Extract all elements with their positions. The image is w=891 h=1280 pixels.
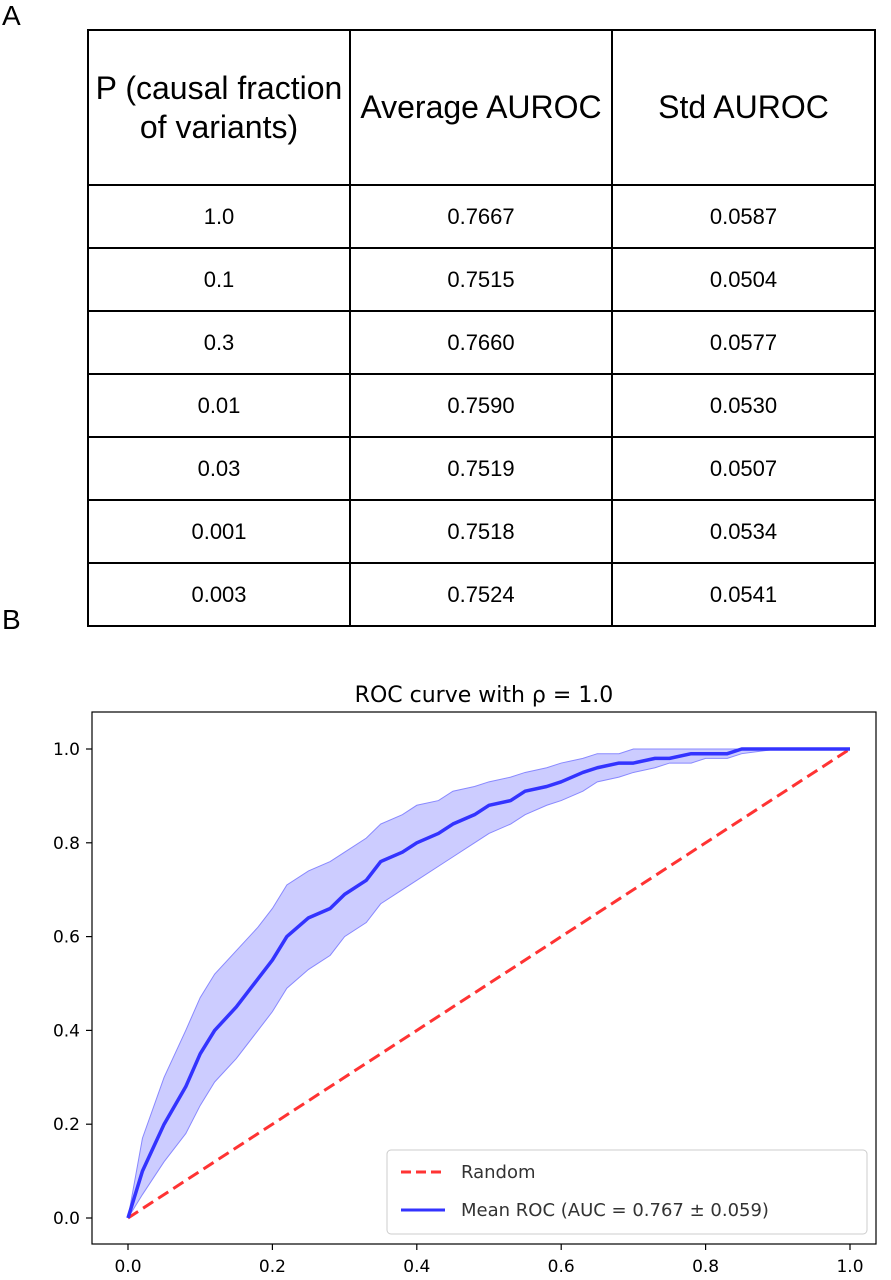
cell-std: 0.0507 <box>611 436 876 501</box>
x-tick-label: 0.6 <box>548 1257 575 1277</box>
header-p-fraction: P (causal fraction of variants) <box>87 29 351 186</box>
cell-average: 0.7590 <box>349 373 613 438</box>
y-tick-label: 0.6 <box>53 928 80 948</box>
cell-std: 0.0530 <box>611 373 876 438</box>
axes-frame <box>91 711 877 1245</box>
header-std-auroc: Std AUROC <box>611 29 876 186</box>
cell-p: 0.3 <box>87 310 351 375</box>
x-tick-label: 1.0 <box>836 1257 863 1277</box>
cell-p: 0.003 <box>87 562 351 627</box>
y-tick-label: 0.4 <box>53 1021 80 1041</box>
plot-area: 0.0 0.2 0.4 0.6 0.8 1.0 0.0 0.2 0.4 0.6 0.8 1.0 Rand… <box>53 711 877 1277</box>
cell-std: 0.0504 <box>611 247 876 312</box>
cell-p: 1.0 <box>87 184 351 249</box>
cell-p: 0.03 <box>87 436 351 501</box>
table-row: 1.0 0.7667 0.0587 <box>87 184 876 249</box>
table-row: 0.01 0.7590 0.0530 <box>87 373 876 438</box>
cell-std: 0.0587 <box>611 184 876 249</box>
cell-average: 0.7515 <box>349 247 613 312</box>
table-row: 0.003 0.7524 0.0541 <box>87 562 876 627</box>
y-tick-label: 0.0 <box>53 1209 80 1229</box>
header-average-auroc: Average AUROC <box>349 29 613 186</box>
legend-label: Random <box>461 1162 536 1183</box>
x-tick-label: 0.2 <box>259 1257 286 1277</box>
table-row: 0.1 0.7515 0.0504 <box>87 247 876 312</box>
cell-p: 0.01 <box>87 373 351 438</box>
cell-average: 0.7524 <box>349 562 613 627</box>
cell-std: 0.0541 <box>611 562 876 627</box>
x-tick-label: 0.4 <box>403 1257 430 1277</box>
table-row: 0.3 0.7660 0.0577 <box>87 310 876 375</box>
x-tick-label: 0.8 <box>692 1257 719 1277</box>
y-tick-label: 0.2 <box>53 1115 80 1135</box>
x-tick-label: 0.0 <box>114 1257 141 1277</box>
cell-std: 0.0534 <box>611 499 876 564</box>
table-header-row: P (causal fraction of variants) Average … <box>87 29 876 186</box>
cell-average: 0.7667 <box>349 184 613 249</box>
table-row: 0.03 0.7519 0.0507 <box>87 436 876 501</box>
legend-box <box>386 1149 868 1235</box>
panel-label-a: A <box>2 0 21 31</box>
chart-title: ROC curve with ρ = 1.0 <box>355 683 614 708</box>
cell-average: 0.7519 <box>349 436 613 501</box>
y-tick-label: 0.8 <box>53 834 80 854</box>
table-row: 0.001 0.7518 0.0534 <box>87 499 876 564</box>
cell-p: 0.001 <box>87 499 351 564</box>
cell-p: 0.1 <box>87 247 351 312</box>
y-tick-label: 1.0 <box>53 740 80 760</box>
results-table: P (causal fraction of variants) Average … <box>87 29 876 627</box>
panel-label-b: B <box>2 604 21 635</box>
legend-label: Mean ROC (AUC = 0.767 ± 0.059) <box>461 1200 769 1221</box>
confidence-band <box>127 748 850 1219</box>
mean-roc-line <box>126 747 850 1219</box>
cell-average: 0.7660 <box>349 310 613 375</box>
cell-std: 0.0577 <box>611 310 876 375</box>
cell-average: 0.7518 <box>349 499 613 564</box>
